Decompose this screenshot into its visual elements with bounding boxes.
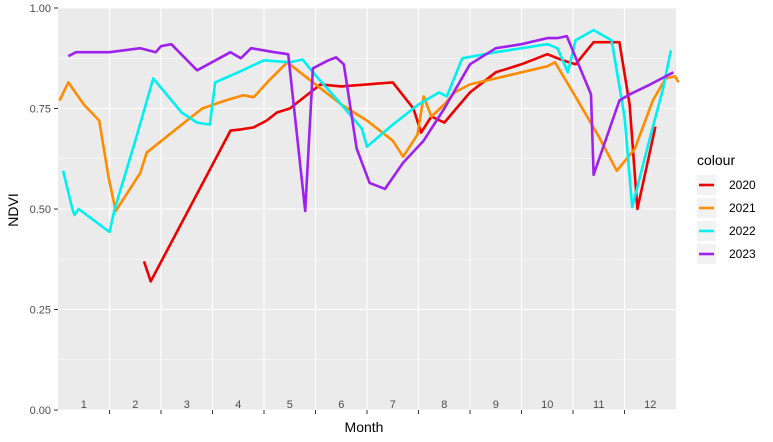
legend-label-2021: 2021 xyxy=(729,201,756,215)
month-label: 11 xyxy=(593,399,604,411)
legend-label-2022: 2022 xyxy=(729,224,756,238)
month-label: 7 xyxy=(390,399,396,411)
month-labels: 1 2 3 4 5 6 7 8 9 10 11 12 xyxy=(81,399,657,411)
y-tick-label: 0.00 xyxy=(30,405,51,417)
month-label: 12 xyxy=(644,399,656,411)
month-label: 8 xyxy=(441,399,447,411)
legend-label-2020: 2020 xyxy=(729,178,756,192)
y-tick-label: 0.25 xyxy=(30,305,51,317)
x-axis-title: Month xyxy=(345,419,384,435)
y-axis-title: NDVI xyxy=(5,193,21,226)
y-tick-label: 1.00 xyxy=(30,3,51,15)
month-label: 3 xyxy=(184,399,190,411)
x-axis-ticks xyxy=(109,410,625,414)
y-axis: 0.00 0.25 0.50 0.75 1.00 xyxy=(30,3,58,417)
month-label: 5 xyxy=(287,399,293,411)
month-label: 2 xyxy=(132,399,138,411)
month-label: 10 xyxy=(541,399,553,411)
legend: colour 2020 2021 2022 2023 xyxy=(697,152,756,264)
series-line-2021 xyxy=(58,61,680,213)
month-label: 1 xyxy=(81,399,87,411)
month-label: 6 xyxy=(338,399,344,411)
month-label: 9 xyxy=(493,399,499,411)
series-lines xyxy=(58,28,680,283)
legend-items: 2020 2021 2022 2023 xyxy=(697,175,756,264)
series-line-2022 xyxy=(61,28,673,234)
legend-label-2023: 2023 xyxy=(729,247,756,261)
y-tick-label: 0.75 xyxy=(30,104,51,116)
legend-title: colour xyxy=(697,152,735,168)
series-line-2020 xyxy=(142,40,657,283)
y-tick-label: 0.50 xyxy=(30,204,51,216)
month-label: 4 xyxy=(235,399,241,411)
series-line-2023 xyxy=(67,34,675,213)
